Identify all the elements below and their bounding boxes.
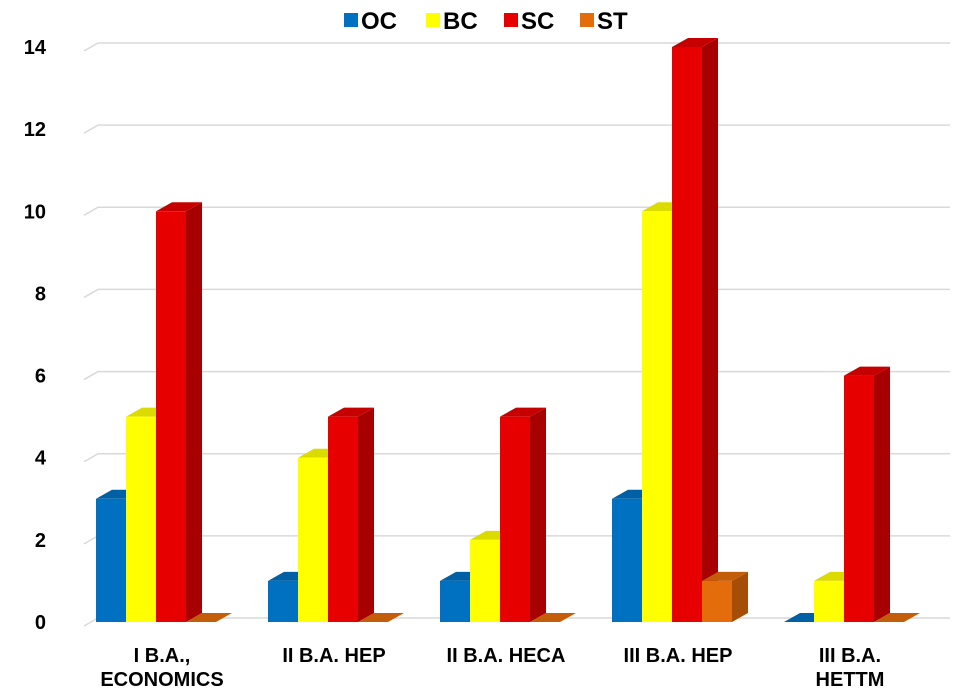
- bar-front: [642, 211, 672, 623]
- bar-st-iii-b-a-hettm: [874, 613, 920, 622]
- bar-st-ii-b-a-heca: [530, 613, 576, 622]
- bar-st-iii-b-a-hep: [702, 571, 748, 622]
- bar-st-ii-b-a-hep: [358, 613, 404, 622]
- gridline-diag-2: [83, 535, 99, 545]
- bar-top: [328, 407, 374, 417]
- bar-side: [732, 571, 748, 622]
- bar-front: [440, 580, 470, 622]
- bar-top: [530, 613, 576, 622]
- y-tick-label-4: 4: [35, 448, 47, 470]
- legend-swatch-oc: [344, 13, 358, 27]
- bar-side: [874, 366, 890, 622]
- legend-item-bc: BC: [426, 8, 478, 35]
- bar-sc-iii-b-a-hep: [672, 38, 718, 622]
- legend-label-sc: SC: [521, 8, 554, 35]
- bar-sc-ii-b-a-hep: [328, 407, 374, 622]
- bar-front: [844, 375, 874, 622]
- bar-front: [672, 47, 702, 622]
- legend-item-oc: OC: [344, 8, 397, 35]
- y-tick-label-0: 0: [35, 612, 46, 634]
- y-tick-label-10: 10: [24, 201, 46, 223]
- gridline-diag-14: [83, 42, 99, 52]
- x-category-label-iii-b-a-hettm: III B.A. HETTM: [816, 645, 885, 691]
- legend-item-st: ST: [580, 8, 628, 35]
- legend-swatch-bc: [426, 13, 440, 27]
- bars: [96, 38, 920, 623]
- bar-front: [702, 580, 732, 622]
- bar-side: [186, 202, 202, 623]
- legend-swatch-sc: [504, 13, 518, 27]
- bar-top: [358, 613, 404, 622]
- bar-front: [96, 498, 126, 622]
- y-tick-label-8: 8: [35, 283, 46, 305]
- legend: OC BC SC ST: [344, 8, 628, 35]
- bar-front: [328, 416, 358, 622]
- legend-label-oc: OC: [361, 8, 397, 35]
- bar-sc-ii-b-a-heca: [500, 407, 546, 622]
- bar-front: [156, 211, 186, 623]
- bar-front: [298, 457, 328, 622]
- bar-front: [612, 498, 642, 622]
- legend-label-st: ST: [597, 8, 628, 35]
- bar-side: [530, 407, 546, 622]
- bar-front: [814, 580, 844, 622]
- x-category-label-ii-b-a-hep: II B.A. HEP: [282, 645, 385, 667]
- gridline-diag-10: [83, 206, 99, 216]
- y-tick-label-14: 14: [24, 37, 47, 59]
- bar-side: [702, 38, 718, 622]
- bar-top: [874, 613, 920, 622]
- y-tick-label-6: 6: [35, 366, 46, 388]
- bar-st-i-b-a-economics: [186, 613, 232, 622]
- legend-swatch-st: [580, 13, 594, 27]
- x-category-label-ii-b-a-heca: II B.A. HECA: [447, 645, 566, 667]
- bar-side: [358, 407, 374, 622]
- bar-sc-i-b-a-economics: [156, 202, 202, 623]
- bar-top: [702, 571, 748, 581]
- bar-top: [500, 407, 546, 417]
- bar-front: [126, 416, 156, 622]
- legend-item-sc: SC: [504, 8, 554, 35]
- gridline-diag-6: [83, 370, 99, 381]
- legend-label-bc: BC: [443, 8, 478, 35]
- bar-front: [500, 416, 530, 622]
- bar-top: [156, 202, 202, 212]
- gridline-diag-0: [83, 617, 99, 627]
- gridline-diag-8: [83, 288, 99, 299]
- bar-sc-iii-b-a-hettm: [844, 366, 890, 622]
- bar-top: [186, 613, 232, 622]
- y-axis-tick-labels: 0 2 4 6 8 10 12 14: [24, 37, 47, 634]
- y-tick-label-2: 2: [35, 530, 46, 552]
- y-tick-label-12: 12: [24, 119, 46, 141]
- bar-front: [268, 580, 298, 622]
- gridline-diag-4: [83, 453, 99, 463]
- bar-top: [672, 38, 718, 47]
- gridline-diag-12: [83, 124, 99, 134]
- bar-front: [470, 539, 500, 622]
- x-category-label-iii-b-a-hep: III B.A. HEP: [624, 645, 733, 667]
- x-category-label-i-b-a-economics: I B.A., ECONOMICS: [100, 645, 223, 691]
- bar-top: [844, 366, 890, 376]
- x-axis-category-labels: I B.A., ECONOMICS II B.A. HEP II B.A. HECA I…: [100, 645, 884, 691]
